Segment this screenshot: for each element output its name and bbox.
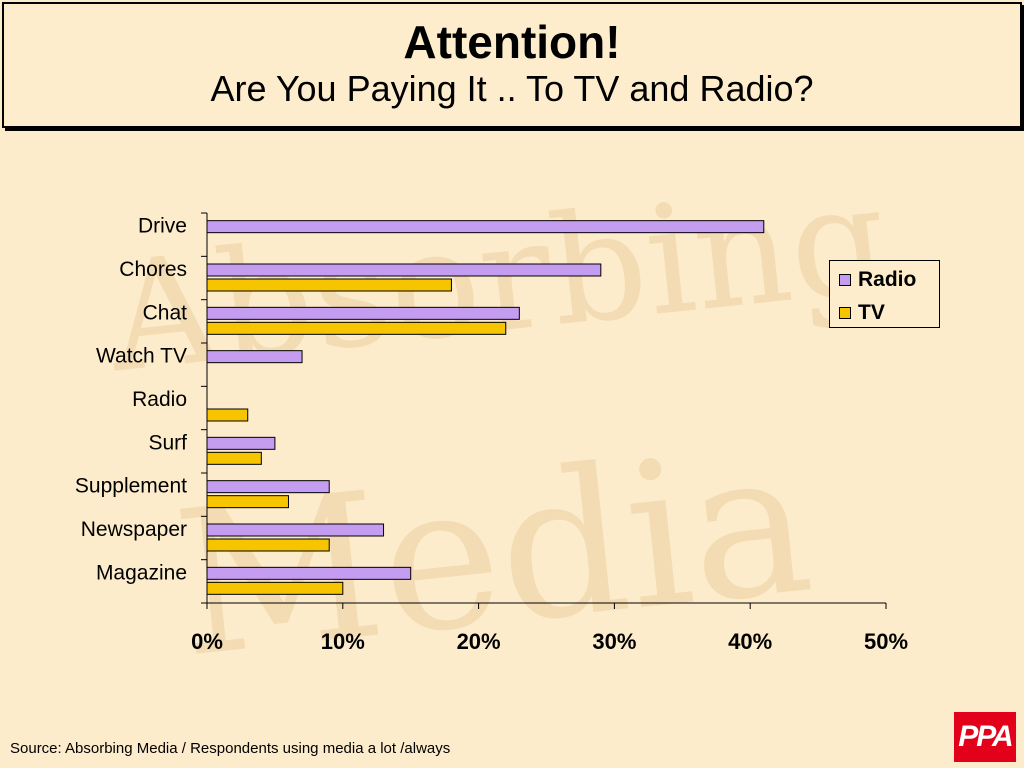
- category-label-drive: Drive: [138, 215, 187, 238]
- ppa-logo: PPA: [954, 712, 1016, 762]
- bar-radio-chat: [206, 306, 520, 320]
- bar-radio-watch-tv: [206, 350, 303, 364]
- category-label-supplement: Supplement: [75, 475, 187, 498]
- legend-swatch-radio: [839, 274, 851, 286]
- bar-tv-radio: [206, 408, 249, 422]
- ppa-logo-text: PPA: [958, 720, 1013, 753]
- x-tick-label-4: 40%: [728, 629, 772, 654]
- bar-radio-surf: [206, 436, 276, 450]
- bar-tv-supplement: [206, 495, 289, 509]
- category-label-watch-tv: Watch TV: [96, 345, 187, 368]
- x-tick-label-0: 0%: [191, 629, 223, 654]
- source-note: Source: Absorbing Media / Respondents us…: [10, 740, 451, 757]
- x-tick-label-5: 50%: [864, 629, 908, 654]
- category-label-newspaper: Newspaper: [81, 518, 187, 541]
- bar-tv-chat: [206, 321, 507, 335]
- category-label-chores: Chores: [119, 258, 187, 281]
- category-label-surf: Surf: [148, 431, 187, 454]
- bar-tv-surf: [206, 451, 262, 465]
- category-label-magazine: Magazine: [96, 561, 187, 584]
- bar-radio-supplement: [206, 480, 330, 494]
- x-tick-label-2: 20%: [457, 629, 501, 654]
- legend-item-tv: TV: [839, 301, 885, 325]
- legend-item-radio: Radio: [839, 268, 916, 292]
- bar-tv-chores: [206, 278, 452, 292]
- legend-label-tv: TV: [858, 301, 885, 324]
- legend-swatch-tv: [839, 307, 851, 319]
- legend-label-radio: Radio: [858, 268, 917, 291]
- category-label-chat: Chat: [143, 301, 188, 324]
- bar-tv-magazine: [206, 581, 344, 595]
- slide-subtitle: Are You Paying It .. To TV and Radio?: [210, 68, 814, 109]
- bar-tv-newspaper: [206, 538, 330, 552]
- x-tick-label-3: 30%: [592, 629, 636, 654]
- bar-radio-magazine: [206, 566, 412, 580]
- bar-radio-chores: [206, 263, 602, 277]
- bar-radio-drive: [206, 220, 765, 234]
- x-tick-label-1: 10%: [321, 629, 365, 654]
- bar-radio-newspaper: [206, 523, 385, 537]
- category-label-radio: Radio: [132, 388, 187, 411]
- slide-title: Attention!: [403, 16, 621, 68]
- chart-legend: Radio TV: [829, 260, 940, 328]
- title-box: Attention! Are You Paying It .. To TV an…: [2, 2, 1022, 128]
